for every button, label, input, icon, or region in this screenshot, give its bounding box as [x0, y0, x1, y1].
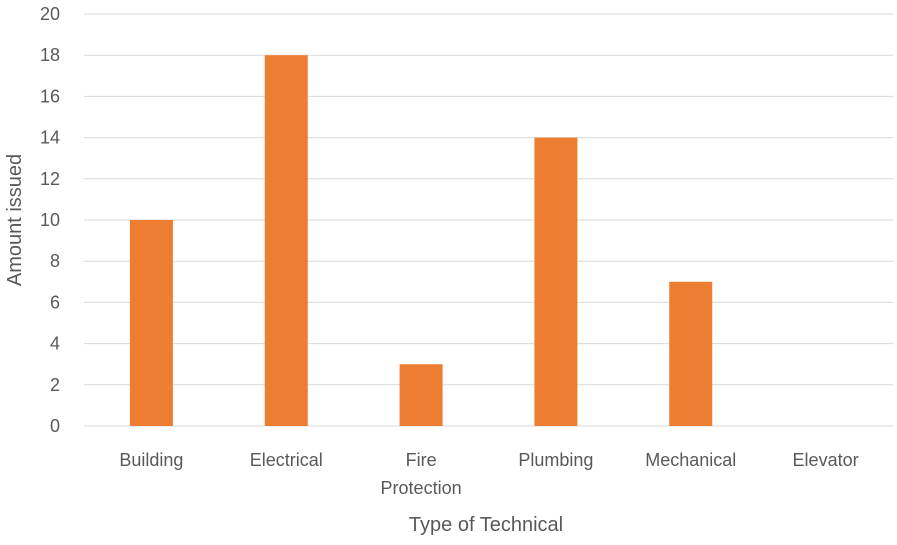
gridlines	[84, 13, 893, 427]
x-category-label: Elevator	[793, 450, 859, 470]
y-tick-label: 0	[50, 416, 60, 436]
y-tick-label: 20	[40, 4, 60, 24]
x-category-labels: Building Electrical Fire Protection Plumbing…	[119, 450, 858, 498]
y-tick-label: 18	[40, 45, 60, 65]
bars	[129, 55, 713, 426]
bar-electrical	[264, 55, 308, 426]
x-category-label: Building	[119, 450, 183, 470]
y-tick-label: 14	[40, 128, 60, 148]
bar-building	[129, 220, 173, 426]
x-category-label: Electrical	[250, 450, 323, 470]
y-axis-title: Amount issued	[4, 154, 26, 286]
y-tick-label: 8	[50, 251, 60, 271]
bar-mechanical	[669, 281, 713, 426]
y-tick-label: 10	[40, 210, 60, 230]
x-category-label: Mechanical	[645, 450, 736, 470]
y-tick-label: 2	[50, 375, 60, 395]
x-category-label: Fire Protection	[381, 450, 462, 498]
y-tick-label: 6	[50, 292, 60, 312]
y-tick-labels: 0 2 4 6 8 10 12 14 16 18 20	[40, 4, 60, 436]
x-category-label: Plumbing	[518, 450, 593, 470]
x-axis-title: Type of Technical	[409, 514, 563, 536]
y-tick-label: 16	[40, 86, 60, 106]
y-tick-label: 4	[50, 334, 60, 354]
y-tick-label: 12	[40, 169, 60, 189]
bar-fire-protection	[399, 364, 443, 426]
bar-plumbing	[534, 137, 578, 426]
